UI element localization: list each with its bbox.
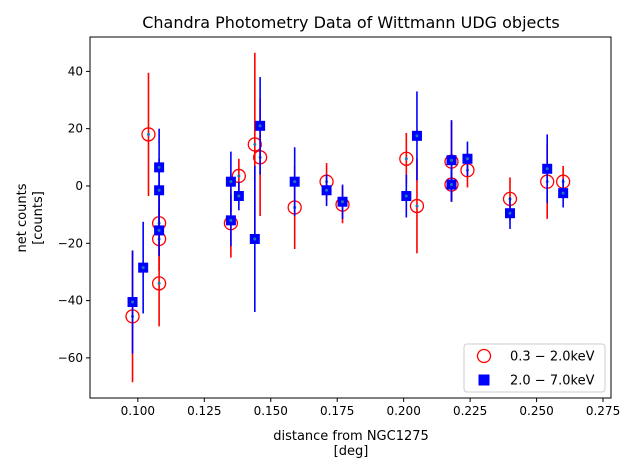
y-axis-label: net counts — [15, 183, 30, 252]
data-point-center — [404, 157, 408, 161]
data-point-center — [465, 157, 469, 161]
legend-label-hard-band: 2.0 − 7.0keV — [510, 374, 595, 389]
data-point-center — [545, 167, 549, 171]
x-tick-label: 0.175 — [320, 404, 354, 418]
data-point-center — [258, 124, 262, 128]
x-axis-unit: [deg] — [334, 444, 369, 459]
data-point-circle — [151, 276, 167, 291]
data-point-center — [325, 188, 329, 192]
series-1 — [127, 77, 569, 354]
y-tick-label: −20 — [58, 236, 83, 250]
legend-marker-soft-band — [476, 348, 492, 364]
axes-frame — [89, 36, 612, 399]
data-point-center — [253, 142, 257, 146]
data-point-center — [141, 266, 145, 270]
legend-marker-hard-band — [478, 374, 490, 386]
y-tick-label: −60 — [58, 351, 83, 365]
data-point-center — [157, 188, 161, 192]
data-point-center — [450, 183, 454, 187]
y-tick-label: −40 — [58, 294, 83, 308]
x-tick-label: 0.275 — [586, 404, 620, 418]
data-point-circle — [399, 151, 414, 166]
x-tick-label: 0.225 — [453, 404, 487, 418]
data-point-center — [157, 165, 161, 169]
x-tick-label: 0.125 — [187, 404, 221, 418]
data-point-center — [508, 211, 512, 215]
x-tick-label: 0.200 — [386, 404, 420, 418]
y-tick-label: 40 — [68, 64, 83, 78]
data-point-center — [237, 194, 241, 198]
y-axis-unit: [counts] — [31, 191, 46, 245]
data-point-center — [157, 281, 161, 285]
data-point-center — [561, 191, 565, 195]
data-point-circle — [141, 127, 156, 142]
data-point-center — [146, 132, 150, 136]
chart-title: Chandra Photometry Data of Wittmann UDG … — [142, 13, 560, 32]
y-tick-label: 0 — [75, 179, 83, 193]
legend: 0.3 − 2.0keV 2.0 − 7.0keV — [463, 343, 606, 393]
data-point-center — [293, 180, 297, 184]
plot-area — [125, 52, 571, 383]
data-point-center — [229, 218, 233, 222]
x-axis-label: distance from NGC1275 — [273, 429, 429, 444]
y-tick-label: 20 — [68, 122, 83, 136]
x-tick-label: 0.100 — [121, 404, 155, 418]
data-point-center — [253, 237, 257, 241]
data-point-center — [131, 300, 135, 304]
data-point-center — [415, 204, 419, 208]
data-point-circle — [409, 198, 425, 214]
data-point-center — [237, 174, 241, 178]
data-point-center — [404, 194, 408, 198]
legend-box — [463, 343, 606, 393]
data-point-center — [341, 200, 345, 204]
axis-ticks: 0.100 0.125 0.150 0.175 0.200 0.225 0.250 0.275… — [58, 64, 621, 418]
x-tick-label: 0.150 — [254, 404, 288, 418]
data-point-circle — [247, 137, 262, 152]
legend-label-soft-band: 0.3 − 2.0keV — [510, 350, 595, 365]
data-point-center — [450, 158, 454, 162]
x-tick-label: 0.250 — [519, 404, 553, 418]
data-point-center — [415, 134, 419, 138]
data-point-center — [157, 228, 161, 232]
data-point-center — [229, 180, 233, 184]
